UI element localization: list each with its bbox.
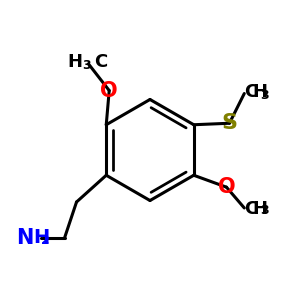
Text: C: C xyxy=(244,200,257,218)
Text: 3: 3 xyxy=(261,204,269,218)
Text: 2: 2 xyxy=(41,234,50,247)
Text: C: C xyxy=(244,83,257,101)
Text: N: N xyxy=(16,228,33,248)
Text: C: C xyxy=(94,53,107,71)
Text: H: H xyxy=(68,53,82,71)
Text: 3: 3 xyxy=(261,88,269,101)
Text: O: O xyxy=(218,177,235,197)
Text: H: H xyxy=(253,83,268,101)
Text: H: H xyxy=(253,200,268,218)
Text: H: H xyxy=(33,228,50,247)
Text: O: O xyxy=(100,81,118,100)
Text: S: S xyxy=(221,113,237,133)
Text: 3: 3 xyxy=(82,59,91,72)
